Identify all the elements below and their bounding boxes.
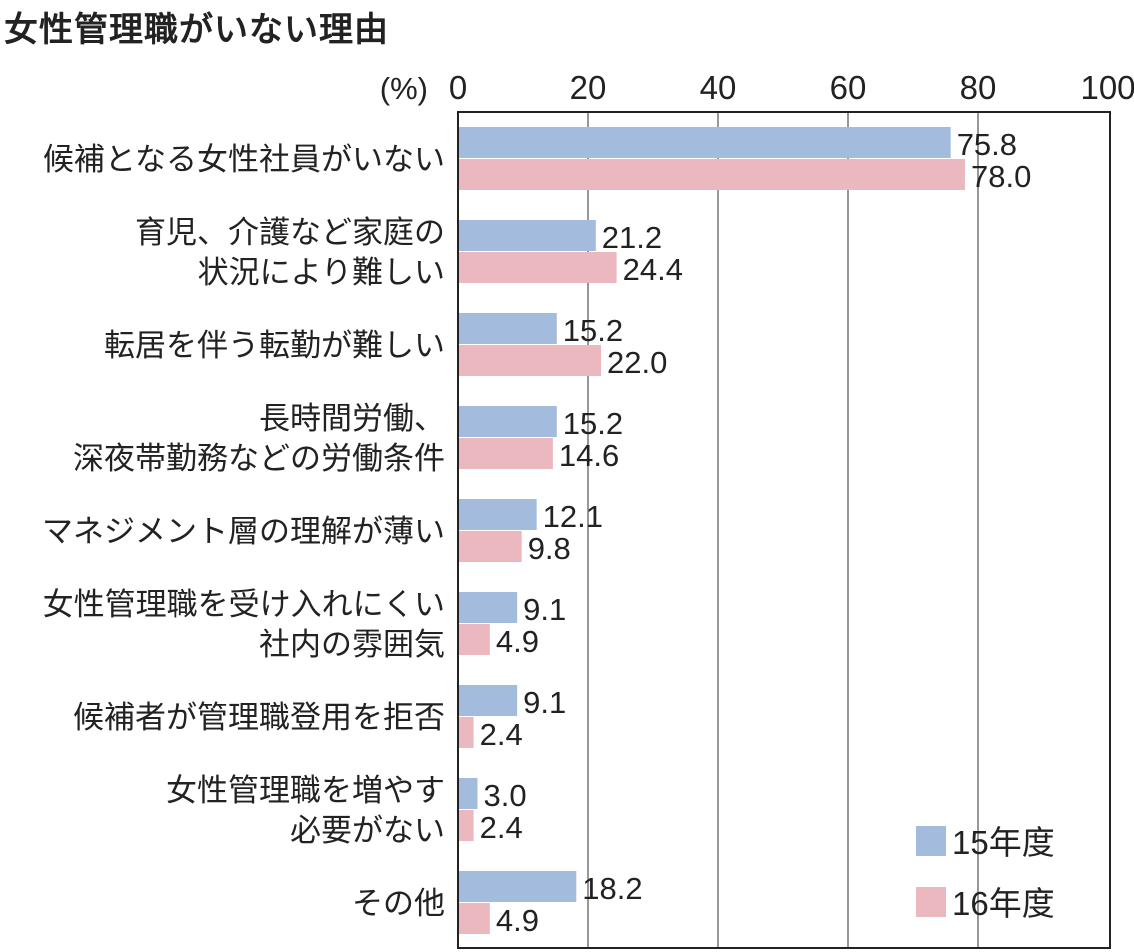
x-tick-label: 20 [570,69,607,106]
bar-16 [459,345,601,376]
chart-title: 女性管理職がいない理由 [4,10,389,50]
bar-16 [459,159,965,190]
legend-label: 16年度 [952,885,1055,922]
bar-16 [459,252,617,283]
data-label: 21.2 [602,220,662,255]
bar-15 [459,313,557,344]
bar-15 [459,220,596,251]
category-label: 育児、介護など家庭の [135,215,445,250]
category-label: 女性管理職を受け入れにくい [43,587,445,622]
category-label: 候補者が管理職登用を拒否 [73,700,445,735]
data-label: 18.2 [582,871,642,906]
legend-swatch-15 [916,826,946,856]
bar-15 [459,127,951,158]
data-label: 9.8 [528,531,571,566]
data-label: 75.8 [957,127,1017,162]
category-label: 状況により難しい [198,255,445,290]
category-label: 長時間労働、 [259,401,445,436]
data-label: 24.4 [623,252,683,287]
data-label: 2.4 [480,810,523,845]
bar-15 [459,871,577,902]
data-label: 14.6 [559,438,619,473]
data-label: 22.0 [607,345,667,380]
bar-16 [459,810,474,841]
bar-16 [459,531,522,562]
data-label: 12.1 [543,499,603,534]
bar-15 [459,592,518,623]
bar-15 [459,406,557,437]
x-tick-label: 40 [700,69,737,106]
x-tick-label: 60 [830,69,867,106]
data-label: 15.2 [563,313,623,348]
category-label: 必要がない [290,813,445,848]
data-label: 9.1 [523,592,566,627]
data-label: 3.0 [484,778,527,813]
bar-16 [459,717,474,748]
category-label: 社内の雰囲気 [259,627,445,662]
data-label: 2.4 [480,717,523,752]
legend-swatch-16 [916,887,946,917]
bar-16 [459,438,553,469]
x-tick-label: 80 [960,69,997,106]
category-label: 転居を伴う転勤が難しい [104,328,445,363]
category-label: その他 [352,886,445,921]
category-label: マネジメント層の理解が薄い [42,514,445,549]
x-tick-label: 100 [1080,69,1134,106]
bar-15 [459,499,537,530]
bar-16 [459,624,490,655]
data-label: 9.1 [523,685,566,720]
legend-label: 15年度 [952,824,1055,861]
category-label: 候補となる女性社員がいない [43,142,445,177]
data-label: 78.0 [971,159,1031,194]
data-label: 4.9 [496,903,539,938]
data-label: 4.9 [496,624,539,659]
category-label: 深夜帯勤務などの労働条件 [73,441,445,476]
category-label: 女性管理職を増やす [166,773,445,808]
x-axis-label: (%) [380,71,428,106]
bar-15 [459,685,518,716]
bar-16 [459,903,490,934]
x-tick-label: 0 [449,69,467,106]
plot-frame [457,111,1111,949]
data-label: 15.2 [563,406,623,441]
bar-15 [459,778,478,809]
